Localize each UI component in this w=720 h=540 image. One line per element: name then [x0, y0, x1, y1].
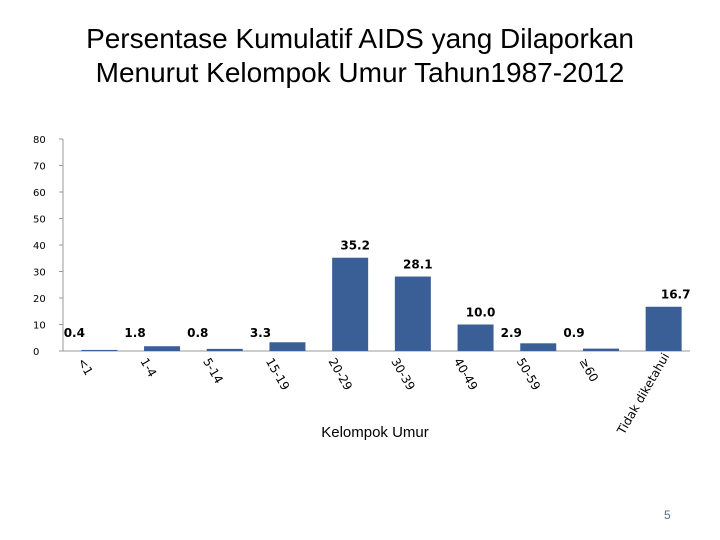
bar: [457, 324, 494, 351]
bar: [206, 348, 243, 351]
x-tick-label: 30-39: [388, 356, 418, 393]
bar: [144, 346, 181, 351]
data-labels-group: 0.4 1.8 0.8 3.3 35.2 28.1 10.0 2.9 0.9 16.7: [64, 239, 691, 340]
x-tick-label: ≥60: [576, 356, 601, 385]
bar: [520, 343, 557, 351]
y-tick-label: 30: [33, 268, 46, 279]
chart-title-line-2: Menurut Kelompok Umur Tahun1987-2012: [95, 57, 625, 88]
bar: [269, 342, 306, 351]
bar: [582, 348, 619, 351]
page-number: 5: [664, 508, 671, 522]
x-tick-label: Tidak diketahui: [614, 351, 672, 438]
x-tick-label: 50-59: [514, 356, 544, 393]
bar: [645, 306, 682, 351]
data-label: 3.3: [250, 326, 271, 340]
x-tick-label: 20-29: [326, 356, 356, 393]
y-tick-label: 50: [33, 215, 46, 226]
y-tick-label: 60: [33, 188, 46, 199]
y-tick-label: 80: [33, 135, 46, 146]
data-label: 35.2: [340, 239, 370, 253]
data-label: 10.0: [466, 306, 496, 320]
bar: [81, 349, 118, 351]
data-label: 1.8: [124, 326, 145, 340]
chart-title-line-1: Persentase Kumulatif AIDS yang Dilaporka…: [86, 23, 634, 54]
data-label: 0.4: [64, 326, 85, 340]
y-tick-label: 0: [33, 347, 39, 358]
x-tick-label: 5-14: [200, 356, 226, 387]
data-label: 0.9: [563, 326, 584, 340]
bars-group: [81, 257, 682, 351]
bar: [332, 257, 369, 351]
data-label: 2.9: [501, 326, 522, 340]
x-tick-label: 40-49: [451, 356, 481, 393]
y-tick-label: 10: [33, 321, 46, 332]
y-tick-label: 40: [33, 241, 46, 252]
x-tick-label: <1: [75, 356, 96, 378]
y-tick-label: 20: [33, 294, 46, 305]
x-axis-title: Kelompok Umur: [321, 424, 429, 441]
x-tick-label: 1-4: [137, 356, 159, 380]
data-label: 28.1: [403, 258, 433, 272]
bar: [394, 276, 431, 351]
chart-title: Persentase Kumulatif AIDS yang Dilaporka…: [0, 22, 720, 90]
data-label: 0.8: [187, 326, 208, 340]
y-axis: 0 10 20 30 40 50 60 70 80: [33, 135, 64, 358]
x-tick-label: 15-19: [263, 356, 293, 393]
y-tick-label: 70: [33, 162, 46, 173]
data-label: 16.7: [661, 288, 691, 302]
